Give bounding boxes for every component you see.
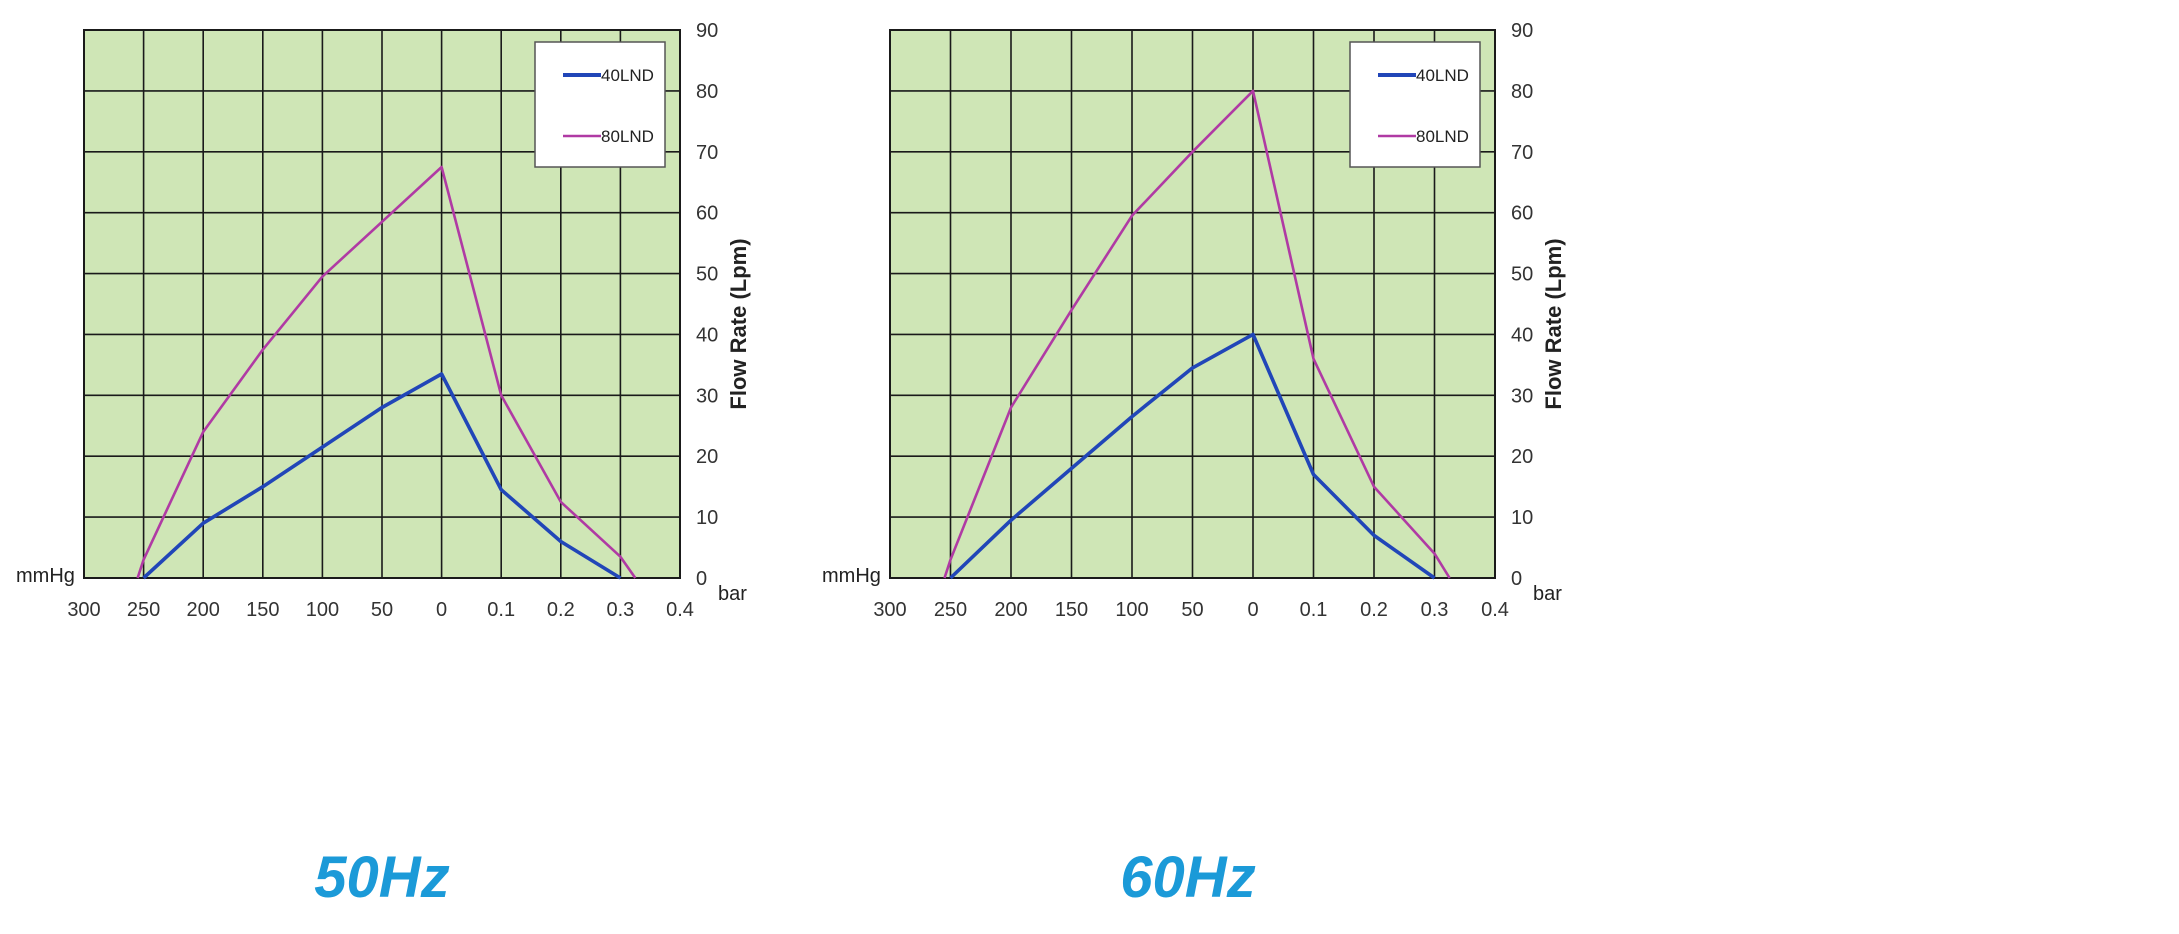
x-tick-label: 0 [436, 599, 447, 621]
y-tick-label: 20 [696, 446, 718, 468]
y-tick-label: 60 [1511, 203, 1533, 225]
plot-border [889, 29, 1496, 579]
x-tick-label: 0.3 [606, 599, 634, 621]
legend: 40LND 80LND [534, 41, 666, 168]
y-tick-label: 90 [1511, 20, 1533, 42]
legend-label: 80LND [1416, 127, 1469, 146]
y-axis-label: Flow Rate (Lpm) [726, 238, 751, 409]
y-tick-label: 10 [696, 507, 718, 529]
x-tick-label: 200 [187, 599, 220, 621]
y-tick-label: 50 [1511, 264, 1533, 286]
chart-1: 300 250 200 150 100 50 0 0.1 0.2 0.3 0.40102030405… [16, 20, 751, 910]
x-tick-label: 0.4 [1481, 599, 1509, 621]
x-tick-label: 0.1 [487, 599, 515, 621]
x-tick-label: 0.2 [547, 599, 575, 621]
x-tick-label: 0 [1247, 599, 1258, 621]
legend-label: 80LND [601, 127, 654, 146]
x-tick-label: 0.4 [666, 599, 694, 621]
x-tick-label: 50 [371, 599, 393, 621]
legend-label: 40LND [1416, 66, 1469, 85]
x-unit-right: bar [718, 583, 747, 605]
x-tick-label: 0.1 [1300, 599, 1328, 621]
x-tick-label: 200 [994, 599, 1027, 621]
legend: 40LND 80LND [1349, 41, 1481, 168]
chart-caption: 50Hz [314, 845, 449, 910]
y-tick-label: 0 [696, 568, 707, 590]
y-tick-label: 60 [696, 203, 718, 225]
x-tick-label: 300 [67, 599, 100, 621]
legend-label: 40LND [601, 66, 654, 85]
y-tick-label: 40 [1511, 324, 1533, 346]
legend-box [534, 41, 666, 168]
y-tick-label: 30 [696, 385, 718, 407]
y-axis-label: Flow Rate (Lpm) [1541, 238, 1566, 409]
x-tick-label: 150 [1055, 599, 1088, 621]
plot-border [83, 29, 681, 579]
x-tick-label: 50 [1181, 599, 1203, 621]
y-tick-label: 80 [696, 81, 718, 103]
y-tick-label: 70 [696, 142, 718, 164]
x-unit-right: bar [1533, 583, 1562, 605]
x-tick-label: 150 [246, 599, 279, 621]
y-tick-label: 30 [1511, 385, 1533, 407]
x-tick-label: 100 [1115, 599, 1148, 621]
y-tick-label: 0 [1511, 568, 1522, 590]
chart-caption: 60Hz [1120, 845, 1255, 910]
y-tick-label: 20 [1511, 446, 1533, 468]
grid [889, 29, 1496, 579]
x-unit-left: mmHg [16, 565, 75, 587]
x-tick-label: 0.2 [1360, 599, 1388, 621]
y-tick-label: 90 [696, 20, 718, 42]
x-tick-label: 250 [127, 599, 160, 621]
y-tick-label: 40 [696, 324, 718, 346]
x-tick-label: 300 [873, 599, 906, 621]
y-tick-label: 80 [1511, 81, 1533, 103]
y-tick-label: 10 [1511, 507, 1533, 529]
x-tick-label: 100 [306, 599, 339, 621]
x-unit-left: mmHg [822, 565, 881, 587]
y-tick-label: 50 [696, 264, 718, 286]
y-tick-label: 70 [1511, 142, 1533, 164]
x-tick-label: 0.3 [1421, 599, 1449, 621]
chart-2: 300 250 200 150 100 50 0 0.1 0.2 0.3 0.40102030405… [822, 20, 1566, 910]
legend-box [1349, 41, 1481, 168]
x-tick-label: 250 [934, 599, 967, 621]
